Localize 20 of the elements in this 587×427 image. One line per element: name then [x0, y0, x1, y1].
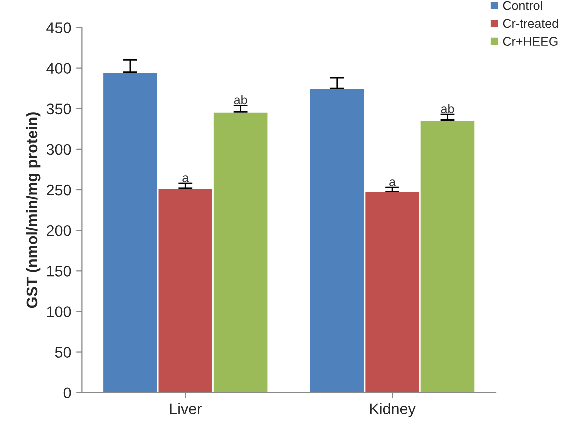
y-tick-label: 250 — [47, 184, 72, 196]
y-tick-label: 350 — [46, 104, 72, 115]
x-tick-label: Liver — [170, 403, 202, 414]
y-tick-label: 450 — [46, 22, 72, 34]
y-tick-label: 200 — [47, 225, 72, 236]
legend-label: Cr+HEEG — [503, 37, 558, 46]
x-tick-label: Kidney — [370, 403, 416, 418]
annotation: ab — [441, 104, 454, 114]
annotation: a — [182, 176, 190, 182]
y-tick-label: 400 — [46, 63, 72, 74]
y-tick-label: 50 — [55, 347, 72, 358]
y-tick-label: 0 — [64, 388, 72, 399]
y-tick-label: 300 — [46, 144, 72, 156]
y-tick-label: 150 — [47, 266, 72, 277]
y-tick-label: 100 — [47, 306, 72, 318]
legend-label: Control — [503, 1, 542, 10]
annotation: ab — [234, 95, 248, 105]
annotation: a — [390, 180, 396, 187]
y-axis-title: GST (nmol/min/mg protein) — [26, 112, 41, 308]
legend-label: Cr-treated — [503, 18, 558, 28]
